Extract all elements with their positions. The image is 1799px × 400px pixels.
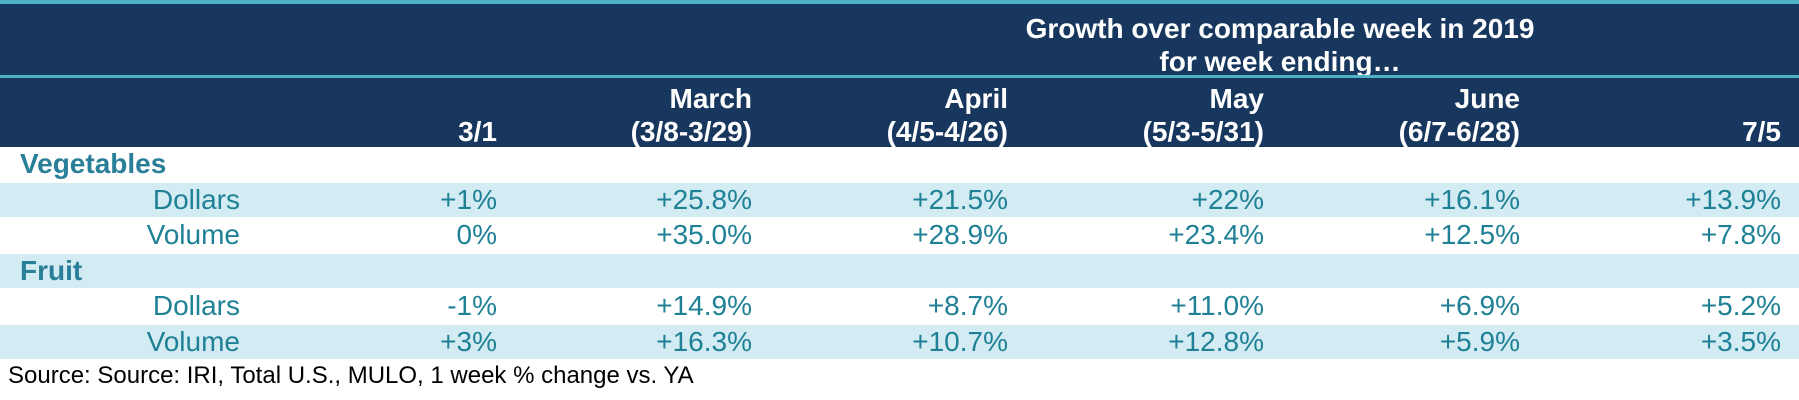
value-cell: -1% (447, 290, 497, 321)
metric-label: Volume (146, 325, 240, 357)
value-cell: +12.5% (1424, 219, 1520, 250)
value-cell: +6.9% (1439, 290, 1520, 321)
column-header: April (4/5-4/26) (778, 82, 1008, 148)
header-separator (0, 75, 1799, 78)
value-cell: 0% (456, 219, 497, 250)
value-cell: +5.2% (1700, 290, 1781, 321)
metric-label: Volume (146, 219, 240, 250)
column-header-line1 (267, 82, 497, 115)
column-header: 3/1 (267, 82, 497, 148)
value-cell: +16.3% (656, 325, 752, 357)
value-cell: +5.9% (1439, 325, 1520, 357)
title-line-2: for week ending… (1159, 46, 1401, 77)
column-header-line2: (5/3-5/31) (1142, 116, 1264, 147)
value-cell: +22% (1191, 183, 1264, 215)
column-header-line1: June (1454, 83, 1520, 114)
column-header: May (5/3-5/31) (1034, 82, 1264, 148)
value-cell: +28.9% (912, 219, 1008, 250)
table-row: Dollars -1% +14.9% +8.7% +11.0% +6.9% +5.2% (0, 289, 1799, 323)
value-cell: +3.5% (1700, 325, 1781, 357)
value-cell: +23.4% (1168, 219, 1264, 250)
value-cell: +10.7% (912, 325, 1008, 357)
table-header: Growth over comparable week in 2019 for … (0, 4, 1799, 147)
value-cell: +14.9% (656, 290, 752, 321)
metric-label: Dollars (152, 290, 240, 321)
table-title: Growth over comparable week in 2019 for … (980, 12, 1580, 78)
value-cell: +3% (440, 325, 497, 357)
table-row: Volume 0% +35.0% +28.9% +23.4% +12.5% +7.8% (0, 218, 1799, 252)
top-accent-line (0, 0, 1799, 4)
column-header-line1: April (944, 83, 1008, 114)
column-header-line1: March (669, 83, 752, 114)
value-cell: +7.8% (1700, 219, 1781, 250)
column-header-line2: 7/5 (1742, 116, 1781, 147)
column-header-line1 (1551, 82, 1781, 115)
source-note: Source: Source: IRI, Total U.S., MULO, 1… (8, 362, 694, 389)
value-cell: +1% (440, 183, 497, 215)
group-row: Fruit (0, 253, 1799, 288)
value-cell: +12.8% (1168, 325, 1264, 357)
column-header: March (3/8-3/29) (522, 82, 752, 148)
value-cell: +13.9% (1685, 183, 1781, 215)
value-cell: +35.0% (656, 219, 752, 250)
value-cell: +25.8% (656, 183, 752, 215)
column-header-line2: (4/5-4/26) (886, 116, 1008, 147)
column-header-line1: May (1209, 83, 1264, 114)
column-header: June (6/7-6/28) (1290, 82, 1520, 148)
value-cell: +8.7% (927, 290, 1008, 321)
group-label: Vegetables (20, 148, 167, 179)
group-row: Vegetables (0, 147, 1799, 181)
column-header-line2: (3/8-3/29) (630, 116, 752, 147)
title-line-1: Growth over comparable week in 2019 (1025, 13, 1535, 44)
column-header-line2: (6/7-6/28) (1398, 116, 1520, 147)
value-cell: +16.1% (1424, 183, 1520, 215)
metric-label: Dollars (152, 183, 240, 215)
column-header-line2: 3/1 (458, 116, 497, 147)
column-header: 7/5 (1551, 82, 1781, 148)
table-row: Volume +3% +16.3% +10.7% +12.8% +5.9% +3.5% (0, 324, 1799, 359)
value-cell: +11.0% (1170, 290, 1264, 321)
group-label: Fruit (20, 254, 83, 286)
table-row: Dollars +1% +25.8% +21.5% +22% +16.1% +13.9% (0, 182, 1799, 217)
value-cell: +21.5% (912, 183, 1008, 215)
